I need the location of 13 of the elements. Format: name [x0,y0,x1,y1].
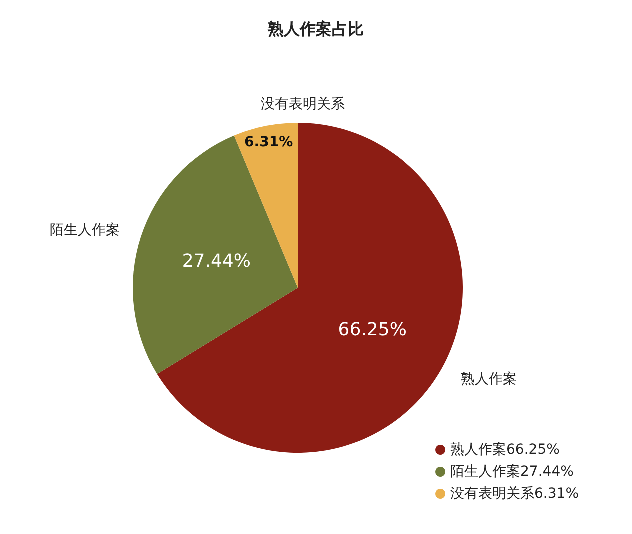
legend-label: 熟人作案 [450,441,507,458]
slice-label: 熟人作案 [461,370,518,388]
text: 27.44% [520,464,574,480]
legend-label: 没有表明关系 [450,486,535,502]
text: 6.31% [534,486,580,502]
slice-label: 没有表明关系 [261,96,346,113]
legend-label: 陌生人作案 [450,463,521,480]
data-label: 6.31% [244,134,294,151]
chart-title: 熟人作案占比 [267,20,364,38]
data-label: 66.25% [338,319,407,340]
slice-label: 陌生人作案 [50,222,120,239]
data-label: 27.44% [182,251,251,272]
text: 66.25% [506,442,560,458]
